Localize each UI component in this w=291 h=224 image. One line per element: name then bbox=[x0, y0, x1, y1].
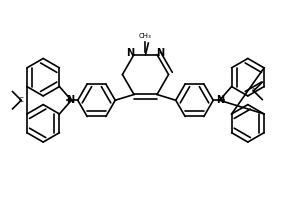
Text: N: N bbox=[157, 48, 164, 58]
Text: N: N bbox=[67, 95, 74, 105]
Text: N: N bbox=[127, 48, 134, 58]
Text: CH₃: CH₃ bbox=[139, 33, 152, 39]
Text: C: C bbox=[19, 97, 24, 103]
Text: C: C bbox=[251, 88, 256, 94]
Text: N: N bbox=[217, 95, 224, 105]
